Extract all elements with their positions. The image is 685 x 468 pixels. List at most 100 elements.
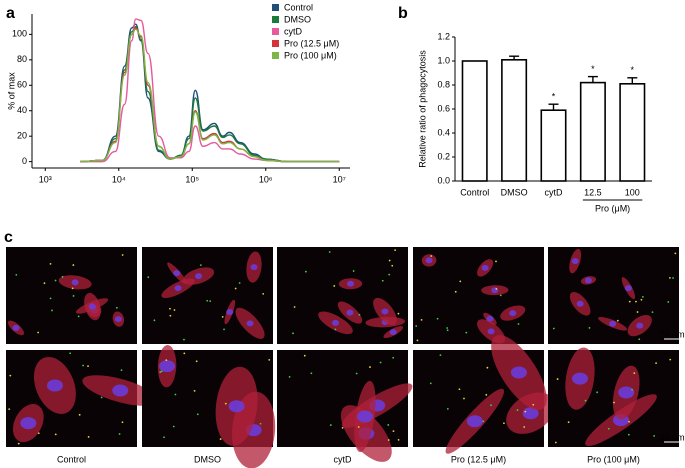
bead (333, 285, 336, 287)
nucleus (12, 324, 20, 331)
bead (524, 410, 527, 413)
column-label: Pro (100 μM) (587, 454, 640, 464)
bead (199, 264, 202, 267)
bead (224, 402, 227, 405)
nucleus (346, 309, 354, 316)
bead (352, 270, 355, 272)
y-axis-label: Relative ratio of phagocytosis (417, 50, 427, 168)
bead (328, 251, 331, 253)
bead (392, 430, 395, 432)
legend-label: Pro (100 μM) (284, 50, 337, 60)
panel-label: a (6, 5, 15, 22)
bead (628, 300, 631, 303)
nucleus (389, 329, 397, 336)
y-tick-label: 1.2 (437, 31, 450, 41)
bead (268, 358, 271, 361)
bead (37, 432, 40, 435)
bead (43, 282, 46, 285)
bead (653, 435, 656, 437)
bead (292, 332, 294, 335)
bead (640, 298, 643, 301)
bead (193, 389, 196, 392)
x-tick-label: 10⁴ (112, 174, 126, 184)
bead (341, 426, 344, 429)
bead (388, 259, 391, 262)
bead (206, 299, 209, 302)
nucleus (624, 285, 632, 292)
legend-label: cytD (284, 26, 303, 36)
nucleus (347, 280, 355, 287)
bead (628, 420, 630, 423)
bead (304, 270, 307, 273)
bead (655, 362, 657, 365)
bead (72, 264, 75, 266)
bead (61, 275, 64, 278)
bead (223, 328, 225, 331)
nucleus (381, 308, 389, 315)
nucleus (510, 366, 527, 379)
bead (120, 369, 123, 372)
column-label: Control (57, 454, 86, 464)
bead (209, 300, 212, 302)
bead (173, 309, 176, 311)
bead (392, 356, 395, 359)
scale-bar-label: 20 μm (659, 329, 684, 339)
bead (259, 422, 262, 425)
y-tick-label: 1.0 (437, 55, 450, 65)
nucleus (356, 410, 373, 423)
bead (49, 262, 52, 265)
bead (196, 413, 199, 416)
nucleus (584, 277, 592, 284)
legend-label: Control (284, 2, 313, 12)
nucleus (331, 319, 339, 326)
bead (430, 255, 433, 257)
bead (121, 421, 124, 424)
bead (37, 331, 40, 334)
significance-mark: * (591, 64, 595, 74)
nucleus (522, 407, 539, 420)
nucleus (195, 273, 203, 280)
x-tick-label: 10⁷ (333, 174, 346, 184)
bead (153, 319, 156, 322)
bead (69, 352, 72, 355)
nucleus (226, 308, 234, 315)
bead (288, 375, 291, 378)
nucleus (114, 316, 122, 323)
bead (49, 297, 52, 300)
nucleus (88, 303, 96, 310)
bead (459, 280, 462, 283)
nucleus (487, 328, 495, 335)
bead (118, 433, 121, 435)
nucleus (20, 417, 37, 430)
nucleus (486, 315, 494, 322)
x-tick-label: 10³ (39, 174, 52, 184)
bead (486, 366, 489, 369)
nucleus (246, 320, 254, 327)
bead (397, 438, 400, 441)
bead (458, 388, 461, 391)
bead (669, 358, 672, 361)
bead (567, 421, 570, 424)
nucleus (46, 379, 63, 392)
bead (499, 294, 502, 297)
bead (465, 331, 468, 334)
bar (461, 60, 488, 182)
nucleus (636, 322, 644, 329)
legend-swatch (272, 28, 279, 35)
bead (221, 315, 224, 318)
nucleus (481, 264, 489, 271)
nucleus (609, 320, 617, 327)
bead (596, 391, 599, 394)
micrograph (6, 247, 137, 344)
bead (391, 264, 394, 267)
column-label: DMSO (194, 454, 221, 464)
x-tick-label: Control (460, 187, 489, 197)
bead (613, 401, 615, 404)
nucleus (491, 287, 499, 294)
bead (169, 307, 171, 310)
bead (355, 372, 358, 375)
nucleus (571, 258, 579, 265)
bead (638, 338, 641, 341)
bead (234, 287, 237, 290)
